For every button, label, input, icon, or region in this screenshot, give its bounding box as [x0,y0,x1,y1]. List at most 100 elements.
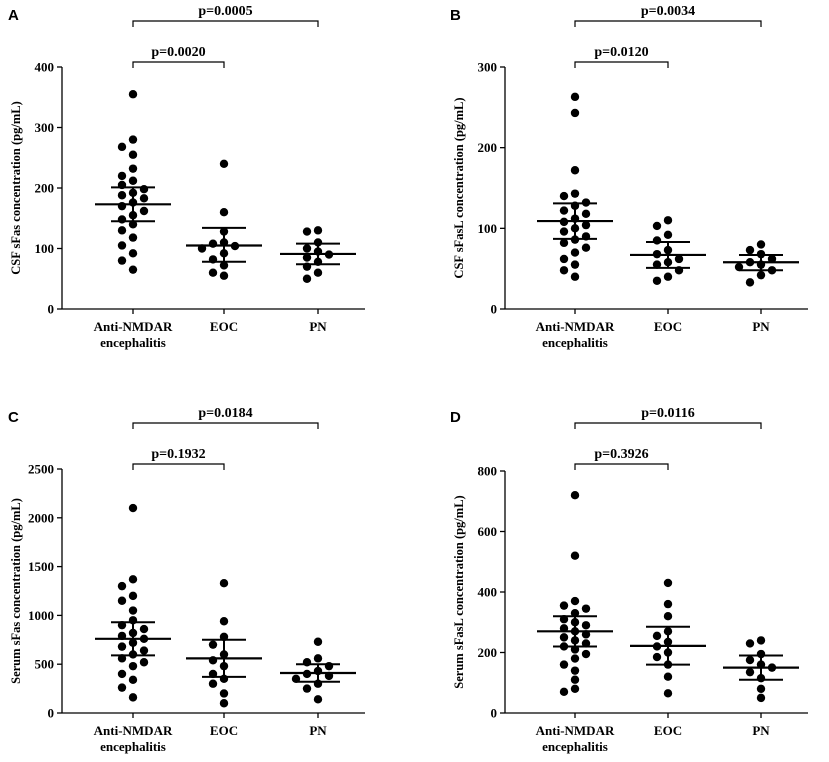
data-point [128,675,138,685]
x-tick-label-line: PN [309,723,327,738]
data-point [302,227,312,236]
significance-bracket [132,20,319,27]
data-point [128,135,138,144]
data-point [139,206,149,216]
data-point [128,150,138,159]
y-tick-label: 100 [478,221,498,236]
x-tick-label-line: encephalitis [100,335,166,350]
data-point [219,261,229,270]
data-point [128,693,138,702]
p-value-label: p=0.0020 [151,45,205,60]
data-point [128,233,138,242]
data-point [745,667,755,677]
x-tick-label-line: encephalitis [542,739,608,754]
data-point [117,171,127,181]
p-value-label: p=0.0034 [641,4,695,19]
x-tick-label-line: EOC [654,723,682,738]
x-tick-label-line: encephalitis [542,335,608,350]
data-point [570,654,580,663]
data-point [756,693,766,703]
data-point [139,646,149,655]
data-point [581,243,591,252]
data-point [581,604,591,613]
data-point [581,649,591,659]
data-point [745,655,755,665]
data-point [581,220,591,230]
panel-label: C [8,409,19,426]
p-value-label: p=0.0120 [594,45,648,60]
data-point [756,636,766,645]
data-point [117,642,127,651]
y-tick-label: 1000 [28,608,54,623]
data-point [663,599,673,609]
data-point [570,108,580,118]
data-point [663,689,673,698]
data-point [570,666,580,675]
data-point [663,578,673,588]
data-point [663,612,673,621]
data-point [302,274,312,283]
y-tick-label: 800 [478,464,498,479]
data-point [570,596,580,606]
data-point [663,272,673,281]
data-point [117,201,127,211]
data-point [219,271,229,280]
x-tick-label: EOC [210,319,238,334]
y-tick-label: 300 [35,120,55,135]
x-tick-label-line: Anti-NMDAR [94,319,173,334]
x-tick-label-line: Anti-NMDAR [94,723,173,738]
data-point [117,596,127,605]
data-point [559,254,569,264]
data-point [652,631,662,641]
data-point [570,260,580,269]
significance-bracket [132,61,225,68]
data-point [559,601,569,610]
y-tick-label: 500 [35,657,55,672]
y-tick-label: 400 [35,60,55,75]
x-tick-label: PN [309,319,327,334]
data-point [128,503,138,513]
x-tick-label: EOC [654,319,682,334]
data-point [208,640,218,649]
data-point [128,606,138,615]
data-point [219,699,229,708]
y-tick-label: 200 [478,140,498,155]
data-point [559,266,569,275]
data-point [302,244,312,253]
data-point [559,687,569,697]
panel-b: B 0 100 200 300 Anti-NMDAR encephalitis EOC PN CS… [450,4,808,350]
data-point [128,265,138,274]
data-point [581,209,591,219]
data-point [128,661,138,671]
data-point [570,684,580,693]
y-axis-label: CSF sFas concentration (pg/mL) [9,101,23,275]
p-value-label: p=0.0005 [198,4,252,19]
x-tick-label: Anti-NMDAR encephalitis [94,319,173,350]
data-point [302,253,312,262]
x-tick-label-line: Anti-NMDAR [536,319,615,334]
x-tick-label-line: PN [752,723,770,738]
data-point [208,268,218,277]
data-point [117,142,127,152]
data-point [128,176,138,185]
data-point [570,272,580,281]
p-value-label: p=0.3926 [594,447,648,462]
data-point [559,191,569,201]
x-tick-label: Anti-NMDAR encephalitis [94,723,173,754]
y-tick-label: 2000 [28,510,54,525]
data-point [117,256,127,265]
significance-bracket [132,463,225,470]
data-point [139,185,149,194]
panel-label: B [450,7,461,24]
data-point [570,189,580,198]
y-tick-label: 1500 [28,559,54,574]
data-point [674,254,684,264]
panel-a: A 0 100 200 300 400 Anti-NMDAR encephalitis EOC P… [8,4,365,350]
p-value-label: p=0.1932 [151,447,205,462]
data-point [313,654,323,663]
y-tick-label: 600 [478,524,498,539]
data-point [756,270,766,280]
data-point [117,669,127,679]
data-point [559,633,569,642]
